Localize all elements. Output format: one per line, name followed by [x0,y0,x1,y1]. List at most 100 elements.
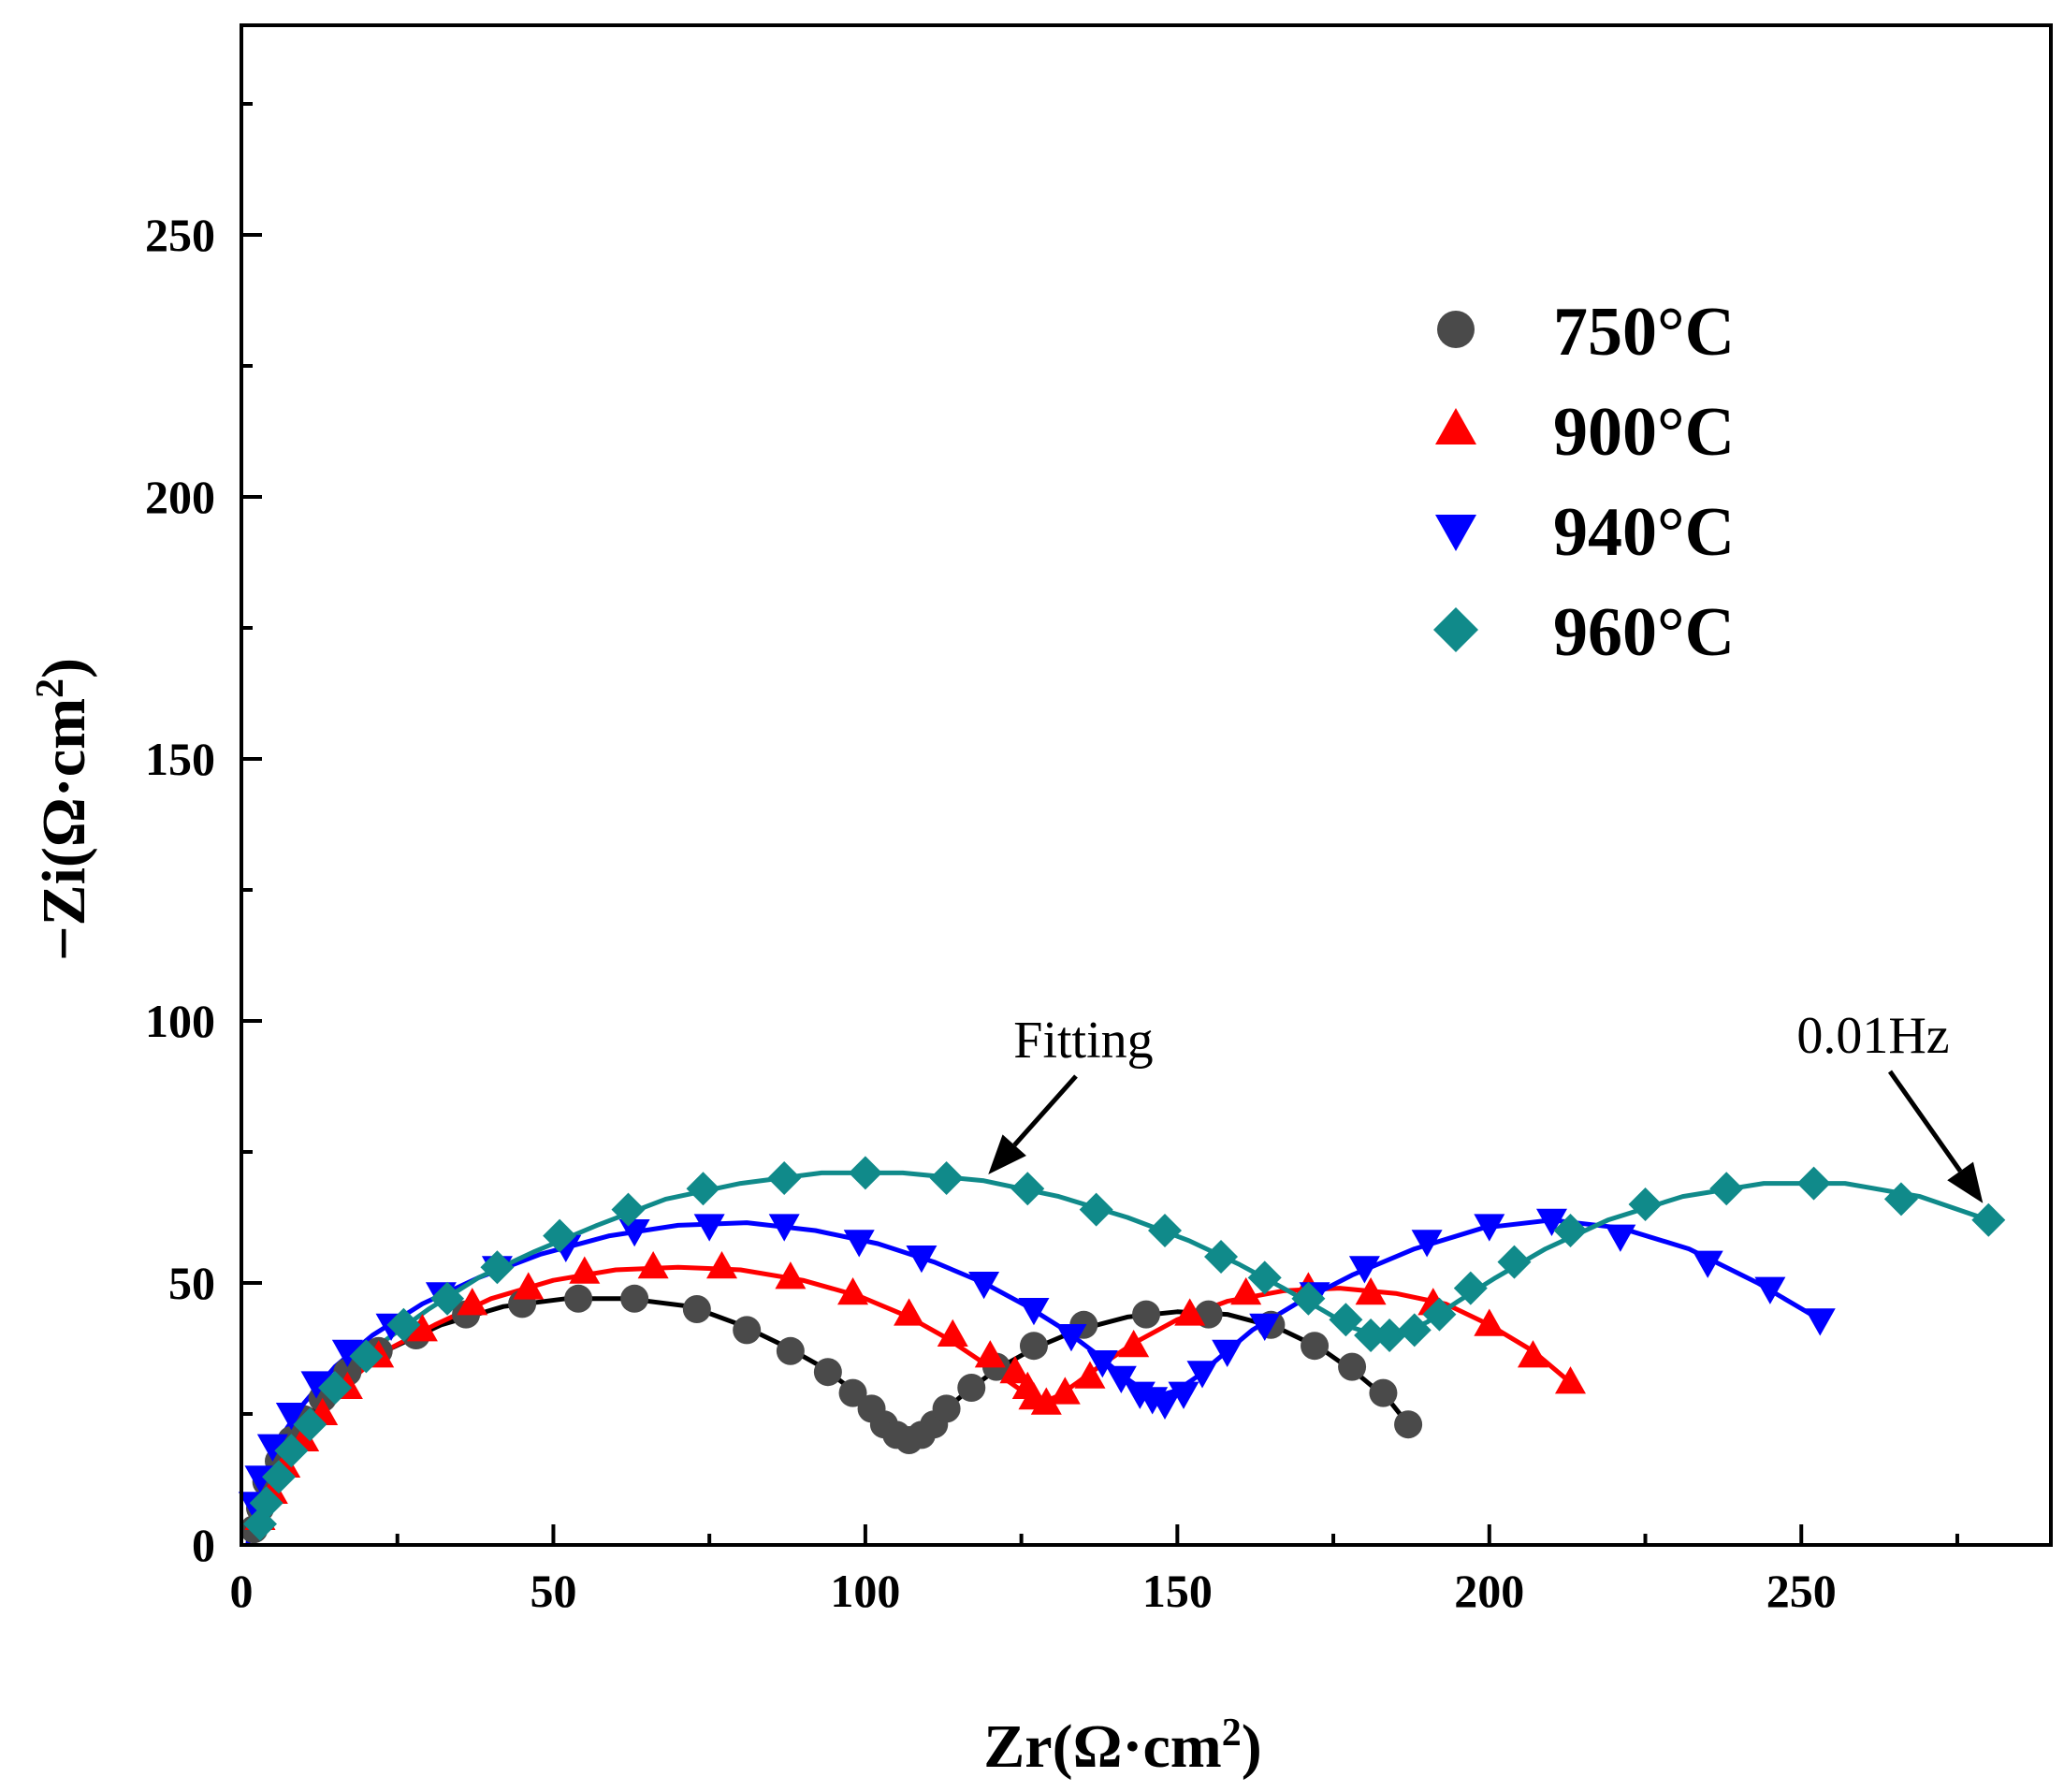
data-point-series-4 [1397,1313,1432,1348]
data-point-series-2 [1049,1377,1081,1405]
data-point-series-4 [318,1371,353,1405]
data-point-series-2 [569,1256,601,1284]
annotations: Fitting 0.01Hz [988,1007,1984,1203]
data-point-series-2 [1554,1366,1586,1394]
data-point-series-3 [331,1339,363,1368]
plot-frame [240,23,2053,1547]
data-point-series-1 [838,1378,867,1407]
legend-marker-series-4 [1433,607,1478,652]
data-point-series-4 [1628,1187,1663,1221]
data-point-series-4 [1148,1214,1183,1247]
frequency-annotation: 0.01Hz [1796,1007,1949,1065]
data-point-series-2 [937,1319,968,1347]
data-point-series-4 [611,1192,646,1227]
legend-marker-series-3 [1435,515,1476,551]
y-tick-label: 100 [145,995,215,1047]
data-point-series-2 [457,1288,488,1316]
data-point-series-3 [256,1434,288,1462]
data-point-series-4 [274,1434,309,1468]
data-point-series-1 [733,1316,762,1345]
data-point-series-4 [262,1460,297,1494]
y-tick-label: 0 [192,1519,215,1571]
data-point-series-4 [1709,1172,1744,1206]
data-point-series-1 [932,1394,961,1423]
data-point-series-4 [1247,1260,1282,1295]
data-point-series-4 [386,1307,421,1342]
data-point-series-1 [813,1358,842,1387]
data-point-series-1 [1369,1378,1398,1407]
legend-label-series-1: 750°C [1553,294,1735,371]
data-point-series-2 [837,1276,869,1305]
x-axis-title: Zr(Ω·cm2) [983,1712,1261,1781]
data-point-series-2 [1230,1276,1262,1305]
y-tick-label: 150 [145,733,215,785]
data-point-series-4 [293,1407,327,1442]
data-point-series-4 [1204,1240,1239,1274]
y-tick-label: 250 [145,209,215,261]
data-point-series-2 [406,1314,438,1342]
data-point-series-1 [776,1336,805,1365]
data-point-series-2 [894,1298,925,1326]
data-point-series-4 [1079,1192,1113,1227]
data-point-series-3 [1605,1224,1636,1252]
legend-label-series-3: 940°C [1553,494,1735,571]
data-point-series-3 [843,1230,875,1258]
y-axis: 0 50 100 150 200 250 [145,102,262,1571]
data-point-series-2 [706,1250,738,1279]
data-point-series-3 [1348,1256,1380,1284]
data-point-series-1 [564,1284,593,1313]
data-point-series-3 [1086,1350,1118,1378]
fitting-arrow [1012,1074,1078,1147]
legend-label-series-2: 900°C [1553,394,1735,471]
data-point-series-3 [1692,1250,1723,1278]
data-point-series-3 [275,1403,307,1431]
data-point-series-2 [1517,1340,1548,1368]
data-point-series-1 [1338,1352,1367,1381]
data-point-series-3 [693,1214,725,1242]
data-point-series-3 [906,1246,938,1274]
data-point-series-2 [1074,1361,1106,1389]
data-point-series-2 [775,1261,807,1289]
x-tick-label: 250 [1766,1565,1837,1617]
x-tick-label: 150 [1142,1565,1213,1617]
frequency-arrowhead [1947,1161,1984,1203]
data-point-series-2 [513,1272,545,1300]
data-point-series-3 [1249,1313,1281,1342]
data-point-series-4 [929,1161,964,1195]
data-point-series-4 [1373,1319,1407,1352]
data-point-series-3 [1018,1298,1050,1326]
data-point-series-4 [1354,1319,1388,1352]
x-tick-label: 200 [1454,1565,1524,1617]
data-point-series-4 [1497,1245,1532,1279]
x-tick-label: 100 [830,1565,900,1617]
x-axis-title-end: ) [1242,1712,1262,1781]
x-tick-label: 0 [230,1565,254,1617]
data-point-series-4 [543,1218,577,1253]
data-point-series-3 [768,1214,800,1242]
data-point-series-1 [957,1374,986,1402]
x-axis-title-superscript: 2 [1222,1712,1242,1755]
data-point-series-1 [1301,1332,1330,1361]
data-point-series-1 [620,1284,649,1313]
data-point-series-3 [1212,1339,1243,1368]
fit-line-series-4 [251,1170,1990,1546]
frequency-arrow [1887,1070,1963,1173]
data-point-series-3 [1535,1208,1567,1237]
data-point-series-3 [1105,1365,1137,1394]
y-tick-label: 50 [168,1257,215,1309]
x-axis: 0 50 100 150 200 250 [230,1524,1959,1617]
data-point-series-1 [1394,1410,1423,1439]
legend-marker-series-1 [1437,311,1475,348]
data-point-series-1 [1132,1300,1160,1329]
fit-lines [245,1170,1990,1546]
data-point-series-3 [1168,1381,1199,1409]
data-point-series-1 [682,1295,711,1323]
y-axis-title: −Zi(Ω·cm2) [29,658,98,961]
data-point-series-4 [686,1172,720,1206]
data-point-series-2 [1355,1276,1387,1305]
data-point-series-1 [1019,1332,1048,1361]
data-point-series-2 [974,1340,1006,1368]
x-axis-title-main: Zr(Ω·cm [983,1712,1221,1781]
data-point-series-3 [618,1219,650,1247]
data-point-series-2 [637,1250,669,1279]
